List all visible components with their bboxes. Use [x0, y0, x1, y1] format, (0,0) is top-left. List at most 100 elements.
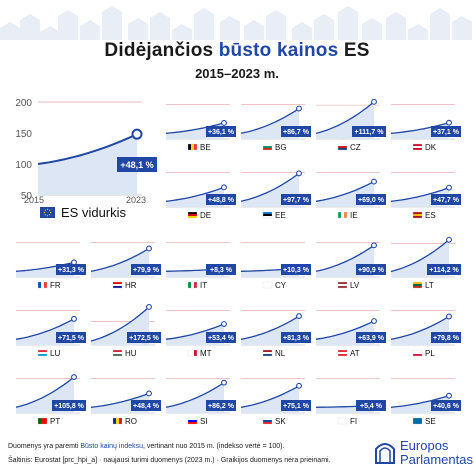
flag-stripe — [188, 350, 191, 356]
flag-border — [262, 281, 273, 289]
change-badge — [427, 264, 461, 275]
flag-stripe — [194, 144, 197, 150]
flag-icon — [337, 349, 348, 357]
country-chart-cy: +10,3 % CY — [240, 242, 311, 290]
flag-stripe — [413, 420, 422, 422]
main-area — [38, 134, 137, 195]
series-line — [240, 172, 300, 202]
flag-stripe — [413, 286, 422, 288]
flag-stripe — [338, 282, 347, 284]
change-badge — [431, 194, 461, 205]
flag-icon — [412, 281, 423, 289]
series-line — [15, 318, 75, 340]
house-shape — [386, 12, 406, 40]
flag-border — [187, 143, 198, 151]
series-line — [90, 392, 150, 408]
flag-stripe — [413, 422, 422, 424]
flag-stripe — [188, 144, 191, 150]
change-badge — [431, 332, 461, 343]
flag-icon — [412, 417, 423, 425]
country-chart-ie: +69,0 %IE — [315, 172, 386, 220]
series-line — [165, 186, 225, 202]
change-label: +75,1 % — [283, 403, 310, 410]
change-badge — [356, 194, 386, 205]
country-chart-hr: +79,9 % HR — [90, 242, 161, 290]
main-end-marker — [131, 128, 143, 140]
change-label: +5,4 % — [360, 403, 383, 410]
flag-border — [262, 349, 273, 357]
country-chart-be: +36,1 % BE — [165, 104, 236, 152]
flag-icon — [412, 143, 423, 151]
country-chart-lv: +90,9 % LV — [315, 242, 386, 290]
flag-icon — [187, 349, 198, 357]
flag-icon — [112, 281, 123, 289]
house-shape — [194, 8, 214, 40]
skyline-decoration — [0, 6, 472, 40]
flag-stripe — [338, 420, 347, 422]
main-x-tick-label: 2015 — [24, 195, 44, 205]
flag-stripe — [338, 422, 347, 424]
flag-stripe — [338, 418, 347, 420]
end-marker — [221, 321, 227, 327]
country-chart-si: +86,2 %SI — [165, 378, 236, 426]
end-marker — [146, 245, 152, 252]
flag-border — [112, 417, 123, 425]
flag-stripe — [194, 282, 197, 288]
flag-border — [262, 143, 273, 151]
footer-source: Šaltinis: Eurostat [prc_hpi_a] · naujaus… — [8, 457, 331, 464]
house-shape — [408, 24, 428, 40]
flag-stripe — [413, 354, 422, 356]
series-line — [90, 306, 150, 342]
flag-stripe — [413, 352, 422, 354]
change-badge — [281, 332, 311, 343]
end-marker — [221, 120, 227, 126]
end-marker — [146, 390, 152, 397]
change-badge — [56, 264, 86, 275]
country-code-label: PT — [50, 417, 60, 426]
flag-icon — [412, 211, 423, 219]
legend-label: ES vidurkis — [61, 205, 127, 220]
flag-border — [187, 349, 198, 357]
end-marker — [296, 105, 302, 112]
end-marker — [296, 382, 302, 389]
change-label: +48,8 % — [208, 197, 235, 204]
eu-flag-icon — [40, 207, 55, 218]
flag-icon — [37, 417, 48, 425]
flag-stripe — [188, 282, 191, 288]
flag-stripe — [44, 418, 47, 424]
index-link[interactable]: Būsto kainų indeksu — [80, 443, 144, 450]
country-chart-ro: +48,4 % RO — [90, 378, 161, 426]
change-label: +97,7 % — [283, 197, 310, 204]
country-code-label: DE — [200, 211, 211, 220]
house-shape — [292, 22, 312, 40]
end-marker — [146, 304, 152, 310]
flag-stripe — [38, 352, 47, 354]
country-chart-nl: +81,3 % NL — [240, 310, 311, 358]
country-code-label: EE — [275, 211, 286, 220]
flag-stripe — [113, 284, 122, 286]
country-code-label: BG — [275, 143, 287, 152]
change-badge — [56, 332, 86, 343]
series-line — [15, 376, 75, 408]
flag-icon — [412, 349, 423, 357]
change-label: +90,9 % — [358, 267, 385, 274]
country-code-label: HR — [125, 281, 137, 290]
country-chart-dk: +37,1 % DK — [390, 104, 461, 152]
series-line — [315, 101, 375, 135]
flag-icon — [37, 281, 48, 289]
country-code-label: SK — [275, 417, 286, 426]
flag-stripe — [38, 418, 41, 424]
flag-border — [412, 417, 423, 425]
flag-stripe — [263, 350, 272, 352]
flag-border — [412, 281, 423, 289]
flag-stripe — [413, 284, 422, 286]
footer-note: Duomenys yra paremti Būsto kainų indeksu… — [8, 443, 285, 450]
country-chart-lt: +114,2 % LT — [390, 236, 461, 290]
change-label: +36,1 % — [208, 129, 235, 136]
country-code-label: LU — [50, 349, 60, 358]
change-label: +79,9 % — [133, 267, 160, 274]
country-code-label: AT — [350, 349, 360, 358]
flag-stripe — [113, 350, 122, 352]
flag-stripe — [413, 418, 422, 420]
flag-stripe — [188, 420, 197, 422]
